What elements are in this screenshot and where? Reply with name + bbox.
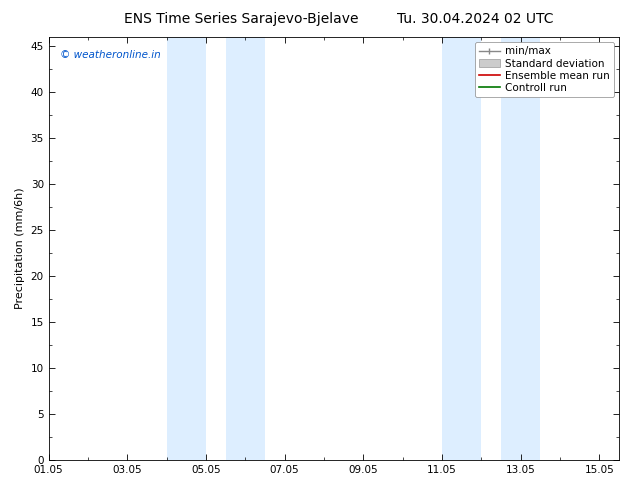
Bar [226,37,265,460]
Text: ENS Time Series Sarajevo-Bjelave: ENS Time Series Sarajevo-Bjelave [124,12,358,26]
Y-axis label: Precipitation (mm/6h): Precipitation (mm/6h) [15,188,25,309]
Text: © weatheronline.in: © weatheronline.in [60,50,161,60]
Bar [442,37,481,460]
Bar [501,37,540,460]
Text: Tu. 30.04.2024 02 UTC: Tu. 30.04.2024 02 UTC [398,12,553,26]
Bar [167,37,206,460]
Legend: min/max, Standard deviation, Ensemble mean run, Controll run: min/max, Standard deviation, Ensemble me… [475,42,614,97]
